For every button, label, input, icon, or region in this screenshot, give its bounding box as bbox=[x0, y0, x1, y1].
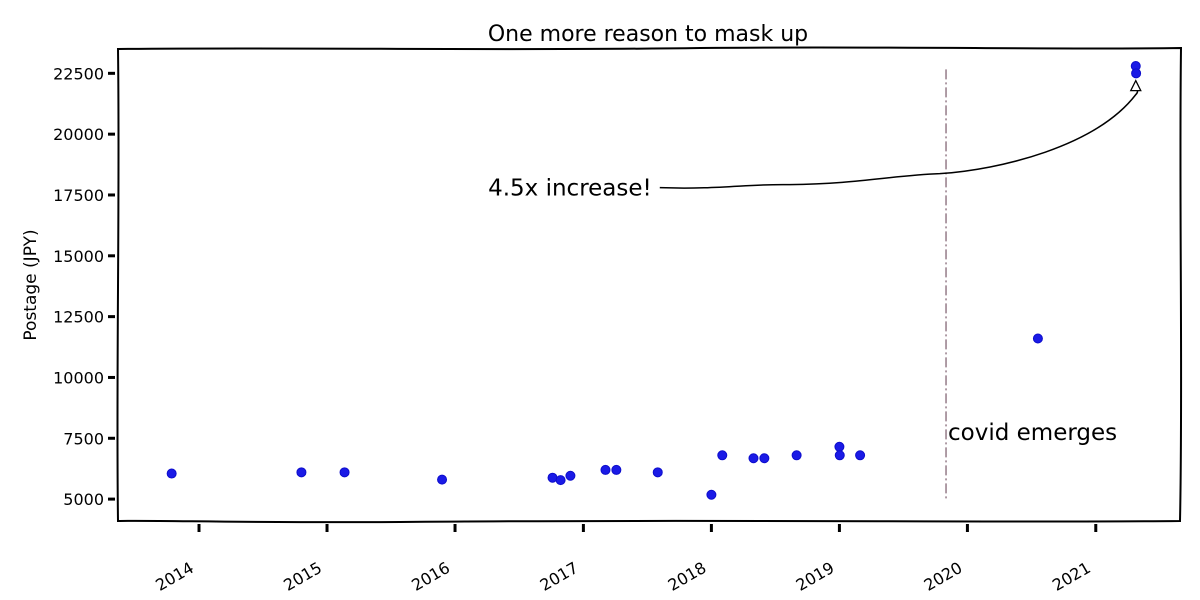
increase-label: 4.5x increase! bbox=[488, 176, 652, 202]
data-point bbox=[717, 450, 728, 461]
data-point bbox=[555, 475, 566, 486]
data-point bbox=[791, 450, 802, 461]
data-point bbox=[437, 474, 448, 485]
x-tick-label: 2019 bbox=[793, 558, 838, 595]
data-point bbox=[1032, 333, 1043, 344]
data-point bbox=[834, 450, 845, 461]
x-tick-label: 2016 bbox=[408, 558, 453, 595]
y-tick-label: 5000 bbox=[63, 490, 104, 509]
covid-label: covid emerges bbox=[948, 420, 1117, 446]
y-axis: 5000 7500 10000 12500 15000 17500 20000 22500 bbox=[53, 64, 115, 509]
y-tick-label: 22500 bbox=[53, 64, 104, 83]
y-tick-label: 17500 bbox=[53, 186, 104, 205]
y-tick-label: 7500 bbox=[63, 429, 104, 448]
y-tick-label: 10000 bbox=[53, 368, 104, 387]
x-axis: 2014 2015 2016 2017 2018 2019 2020 2021 bbox=[152, 524, 1098, 595]
increase-arrow bbox=[659, 86, 1139, 189]
data-point bbox=[600, 464, 611, 475]
plot-frame bbox=[116, 46, 1183, 524]
y-tick-label: 15000 bbox=[53, 247, 104, 266]
data-point bbox=[834, 441, 845, 452]
x-tick-label: 2015 bbox=[280, 558, 325, 595]
y-tick-label: 20000 bbox=[53, 125, 104, 144]
data-point bbox=[652, 467, 663, 478]
x-tick-label: 2018 bbox=[665, 558, 710, 595]
data-point bbox=[611, 464, 622, 475]
data-point bbox=[855, 450, 866, 461]
x-tick-label: 2014 bbox=[152, 558, 197, 595]
data-point bbox=[1131, 68, 1142, 79]
data-point bbox=[339, 467, 350, 478]
chart-title: One more reason to mask up bbox=[488, 22, 808, 47]
data-point bbox=[296, 467, 307, 478]
data-point bbox=[706, 489, 717, 500]
y-axis-label: Postage (JPY) bbox=[21, 229, 41, 340]
increase-arrowhead bbox=[1129, 79, 1142, 92]
y-tick-label: 12500 bbox=[53, 308, 104, 327]
data-point bbox=[565, 470, 576, 481]
data-point bbox=[166, 468, 177, 479]
data-point bbox=[759, 453, 770, 464]
x-tick-label: 2020 bbox=[921, 558, 966, 595]
data-points bbox=[166, 61, 1142, 500]
x-tick-label: 2017 bbox=[537, 558, 582, 595]
data-point bbox=[748, 453, 759, 464]
x-tick-label: 2021 bbox=[1049, 558, 1094, 595]
